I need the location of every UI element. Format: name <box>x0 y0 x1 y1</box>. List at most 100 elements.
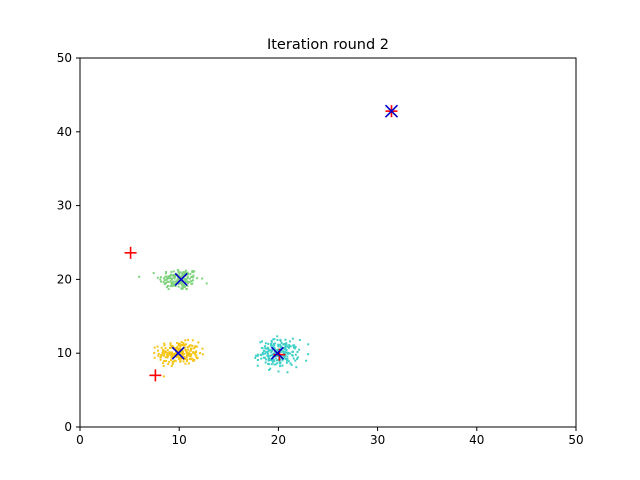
data-point <box>177 270 180 273</box>
data-point <box>278 360 281 363</box>
data-point <box>166 349 169 352</box>
data-point <box>180 353 183 356</box>
data-point <box>286 357 289 360</box>
data-point <box>291 350 294 353</box>
data-point <box>270 354 273 357</box>
data-point <box>267 347 270 350</box>
data-point <box>169 285 172 288</box>
data-point <box>159 278 162 281</box>
data-point <box>173 359 176 362</box>
data-point <box>183 272 186 275</box>
data-point <box>153 346 156 349</box>
data-point <box>182 342 185 345</box>
y-tick-label: 40 <box>57 125 72 139</box>
data-point <box>188 277 191 280</box>
data-point <box>176 279 179 282</box>
data-point <box>153 351 156 354</box>
data-point <box>293 344 296 347</box>
data-point <box>296 350 299 353</box>
data-point <box>282 347 285 350</box>
data-point <box>162 277 165 280</box>
data-point <box>170 356 173 359</box>
data-point <box>162 362 165 365</box>
data-point <box>276 349 279 352</box>
data-point <box>173 347 176 350</box>
y-tick-label: 20 <box>57 272 72 286</box>
data-point <box>184 339 187 342</box>
data-point <box>289 362 292 365</box>
data-point <box>138 275 141 278</box>
data-point <box>189 280 192 283</box>
data-point <box>279 351 282 354</box>
data-point <box>197 341 200 344</box>
data-point <box>182 360 185 363</box>
data-point <box>166 286 169 289</box>
data-point <box>169 277 172 280</box>
data-point <box>162 280 165 283</box>
data-point <box>174 274 177 277</box>
data-point <box>169 279 172 282</box>
data-point <box>270 363 273 366</box>
data-point <box>192 270 195 273</box>
data-point <box>189 355 192 358</box>
data-point <box>163 342 166 345</box>
data-point <box>176 269 179 272</box>
data-point <box>280 342 283 345</box>
data-point <box>294 353 297 356</box>
data-point <box>184 357 187 360</box>
data-point <box>284 348 287 351</box>
y-tick-label: 50 <box>57 51 72 65</box>
data-point <box>169 274 172 277</box>
data-point <box>183 278 186 281</box>
data-point <box>254 354 257 357</box>
data-point <box>163 279 166 282</box>
data-point <box>173 274 176 277</box>
data-point <box>166 355 169 358</box>
data-point <box>285 343 288 346</box>
data-point <box>175 280 178 283</box>
data-point <box>171 356 174 359</box>
data-point <box>293 347 296 350</box>
data-point <box>183 344 186 347</box>
data-point <box>264 342 267 345</box>
data-point <box>262 356 265 359</box>
data-point <box>161 352 164 354</box>
data-point <box>164 356 167 359</box>
previous-centroid-marker <box>149 369 162 382</box>
data-point <box>190 358 193 361</box>
data-point <box>269 358 272 361</box>
data-point <box>182 353 185 356</box>
data-point <box>170 270 173 273</box>
data-point <box>270 351 273 354</box>
data-point <box>284 345 287 348</box>
data-point <box>169 344 172 347</box>
data-point <box>179 356 182 359</box>
data-point <box>191 269 194 272</box>
data-point <box>185 288 188 290</box>
data-point <box>180 282 183 285</box>
data-point <box>177 285 180 288</box>
data-point <box>192 276 195 279</box>
data-point <box>174 275 177 278</box>
data-point <box>282 350 285 353</box>
data-point <box>284 353 287 356</box>
data-point <box>263 350 266 353</box>
data-point <box>178 271 181 274</box>
data-point <box>164 347 167 350</box>
data-point <box>265 351 268 354</box>
data-point <box>156 349 159 352</box>
data-point <box>260 340 263 343</box>
data-point <box>277 345 280 348</box>
data-point <box>181 285 184 288</box>
data-point <box>186 275 189 278</box>
data-point <box>270 339 273 342</box>
data-point <box>290 363 293 366</box>
data-point <box>179 345 182 348</box>
data-point <box>192 351 195 354</box>
data-point <box>273 347 276 350</box>
data-point <box>274 357 277 360</box>
data-point <box>296 357 299 360</box>
current-centroid-marker <box>171 346 185 360</box>
data-point <box>270 344 273 347</box>
y-tick-label: 0 <box>64 420 72 434</box>
